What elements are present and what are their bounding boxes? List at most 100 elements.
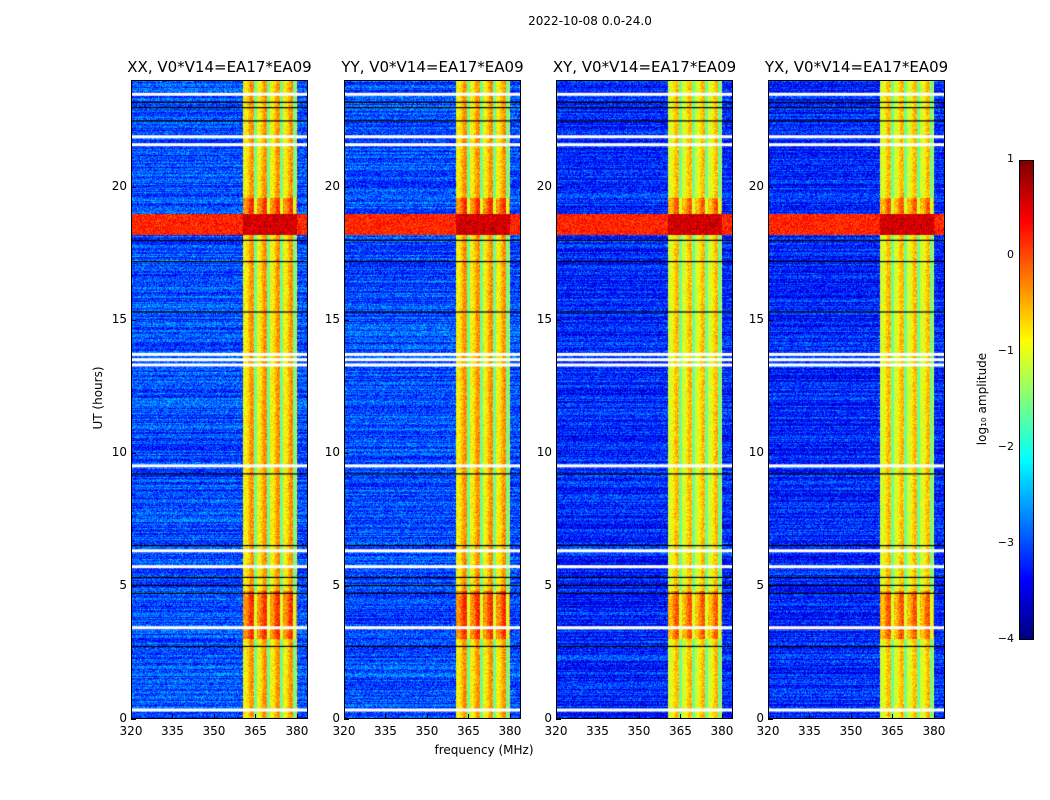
y-tick-label: 0 bbox=[119, 711, 127, 725]
y-tick-mark bbox=[131, 452, 136, 454]
x-tick-label: 320 bbox=[332, 724, 356, 738]
x-tick-label: 380 bbox=[498, 724, 522, 738]
y-tick-label: 0 bbox=[332, 711, 340, 725]
y-tick-label: 5 bbox=[119, 577, 127, 592]
y-tick-mark bbox=[556, 452, 561, 454]
x-tick-label: 365 bbox=[669, 724, 692, 738]
colorbar-tick-label: −2 bbox=[997, 440, 1014, 453]
panel-title: YY, V0*V14=EA17*EA09 bbox=[341, 58, 524, 76]
y-tick-mark bbox=[768, 452, 773, 454]
y-tick-label: 10 bbox=[111, 444, 127, 459]
x-tick-label: 365 bbox=[244, 724, 267, 738]
panel-title: YX, V0*V14=EA17*EA09 bbox=[764, 58, 949, 76]
x-tick-label: 350 bbox=[627, 724, 651, 738]
x-tick-label: 350 bbox=[415, 724, 439, 738]
y-tick-label: 0 bbox=[756, 711, 764, 725]
waterfall-panel-3 bbox=[768, 80, 945, 719]
x-tick-label: 380 bbox=[285, 724, 309, 738]
x-tick-mark bbox=[721, 714, 723, 719]
y-tick-label: 15 bbox=[324, 311, 340, 326]
y-tick-label: 15 bbox=[536, 311, 552, 326]
colorbar-gradient bbox=[1020, 161, 1033, 639]
y-tick-mark bbox=[556, 719, 561, 720]
figure-title: 2022-10-08 0.0-24.0 bbox=[528, 14, 652, 28]
y-axis-label: UT (hours) bbox=[91, 366, 105, 430]
y-tick-label: 10 bbox=[536, 444, 552, 459]
x-tick-label: 350 bbox=[839, 724, 863, 738]
y-tick-mark bbox=[556, 585, 561, 587]
y-tick-label: 5 bbox=[332, 577, 340, 592]
y-tick-mark bbox=[131, 186, 136, 188]
x-tick-mark bbox=[131, 714, 132, 719]
colorbar-tick-label: 1 bbox=[1007, 152, 1014, 165]
x-tick-mark bbox=[172, 714, 174, 719]
colorbar bbox=[1019, 160, 1034, 640]
y-tick-label: 20 bbox=[111, 178, 127, 193]
x-tick-label: 380 bbox=[710, 724, 734, 738]
x-tick-mark bbox=[255, 714, 257, 719]
y-tick-label: 10 bbox=[748, 444, 764, 459]
x-tick-mark bbox=[933, 714, 935, 719]
x-tick-mark bbox=[344, 714, 345, 719]
x-tick-mark bbox=[850, 714, 852, 719]
y-tick-mark bbox=[344, 186, 349, 188]
x-tick-label: 365 bbox=[457, 724, 480, 738]
waterfall-panel-1 bbox=[344, 80, 521, 719]
y-tick-mark bbox=[344, 719, 349, 720]
x-tick-mark bbox=[768, 714, 769, 719]
x-tick-mark bbox=[509, 714, 511, 719]
y-tick-mark bbox=[131, 319, 136, 321]
y-tick-mark bbox=[344, 452, 349, 454]
colorbar-tick-label: −1 bbox=[997, 344, 1014, 357]
x-tick-label: 320 bbox=[119, 724, 143, 738]
colorbar-label: log₁₀ amplitude bbox=[975, 352, 989, 446]
y-tick-mark bbox=[131, 719, 136, 720]
x-tick-mark bbox=[213, 714, 215, 719]
panel-title: XX, V0*V14=EA17*EA09 bbox=[127, 58, 312, 76]
heatmap-cells bbox=[769, 81, 944, 718]
x-tick-mark bbox=[892, 714, 894, 719]
x-tick-mark bbox=[556, 714, 557, 719]
heatmap-cells bbox=[132, 81, 307, 718]
panel-title: XY, V0*V14=EA17*EA09 bbox=[552, 58, 737, 76]
x-tick-label: 335 bbox=[374, 724, 397, 738]
x-tick-label: 350 bbox=[202, 724, 226, 738]
y-tick-mark bbox=[131, 585, 136, 587]
heatmap-cells bbox=[345, 81, 520, 718]
x-tick-label: 365 bbox=[881, 724, 904, 738]
colorbar-tick-label: −4 bbox=[997, 632, 1014, 645]
heatmap-cells bbox=[557, 81, 732, 718]
x-tick-label: 335 bbox=[161, 724, 184, 738]
y-tick-label: 20 bbox=[536, 178, 552, 193]
waterfall-panel-0 bbox=[131, 80, 308, 719]
x-tick-mark bbox=[426, 714, 428, 719]
colorbar-tick-label: 0 bbox=[1007, 248, 1014, 261]
y-tick-mark bbox=[768, 585, 773, 587]
x-tick-label: 380 bbox=[922, 724, 946, 738]
y-tick-label: 5 bbox=[756, 577, 764, 592]
y-tick-mark bbox=[768, 719, 773, 720]
x-tick-mark bbox=[468, 714, 470, 719]
y-tick-label: 15 bbox=[111, 311, 127, 326]
x-tick-label: 335 bbox=[586, 724, 609, 738]
x-tick-mark bbox=[809, 714, 811, 719]
x-tick-mark bbox=[597, 714, 599, 719]
y-tick-label: 15 bbox=[748, 311, 764, 326]
y-tick-label: 10 bbox=[324, 444, 340, 459]
y-tick-mark bbox=[768, 186, 773, 188]
y-tick-mark bbox=[556, 319, 561, 321]
x-tick-label: 320 bbox=[544, 724, 568, 738]
y-tick-label: 20 bbox=[324, 178, 340, 193]
x-tick-mark bbox=[638, 714, 640, 719]
y-tick-label: 5 bbox=[544, 577, 552, 592]
x-tick-mark bbox=[296, 714, 298, 719]
y-tick-mark bbox=[768, 319, 773, 321]
y-tick-mark bbox=[556, 186, 561, 188]
y-tick-mark bbox=[344, 319, 349, 321]
x-axis-label: frequency (MHz) bbox=[434, 743, 534, 757]
y-tick-label: 20 bbox=[748, 178, 764, 193]
y-tick-mark bbox=[344, 585, 349, 587]
colorbar-tick-label: −3 bbox=[997, 536, 1014, 549]
x-tick-mark bbox=[680, 714, 682, 719]
